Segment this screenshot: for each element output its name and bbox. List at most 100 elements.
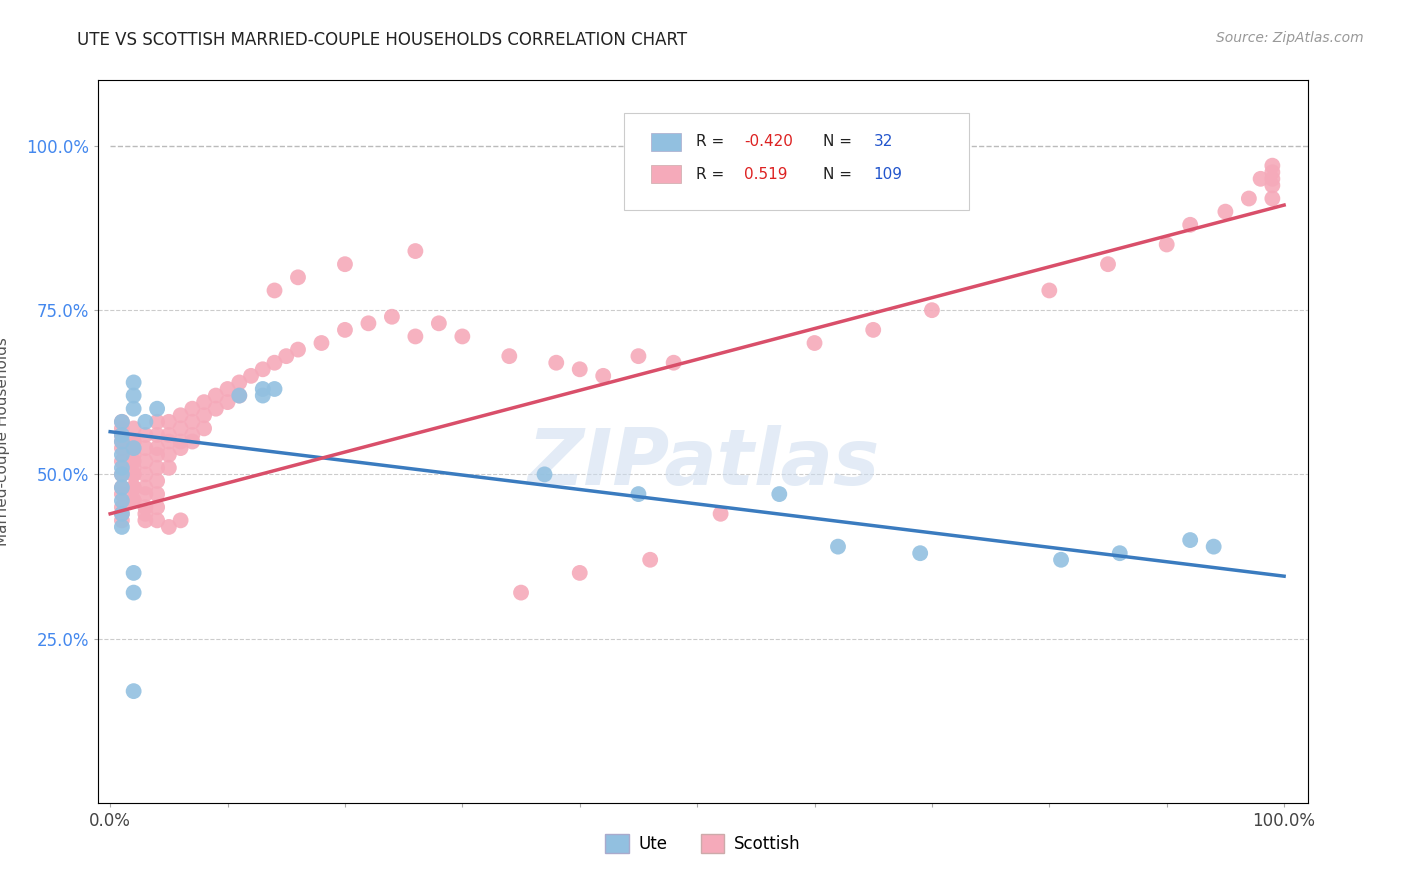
Point [217, 382, 239, 396]
Point [122, 434, 145, 449]
Text: 32: 32 [873, 134, 893, 149]
Point [111, 507, 134, 521]
Point [111, 467, 134, 482]
Point [111, 428, 134, 442]
Text: 0.519: 0.519 [744, 167, 787, 182]
Point [122, 467, 145, 482]
Point [134, 428, 156, 442]
Point [169, 441, 191, 455]
Point [252, 388, 274, 402]
Point [111, 434, 134, 449]
Point [252, 362, 274, 376]
Point [287, 270, 309, 285]
Point [1180, 533, 1202, 547]
Point [921, 303, 943, 318]
Point [146, 474, 169, 488]
Point [134, 454, 156, 468]
Legend: Ute, Scottish: Ute, Scottish [599, 827, 807, 860]
Point [122, 434, 145, 449]
Point [710, 507, 733, 521]
FancyBboxPatch shape [624, 112, 969, 211]
Point [111, 428, 134, 442]
Point [134, 513, 156, 527]
Point [311, 336, 333, 351]
Point [111, 467, 134, 482]
Point [122, 454, 145, 468]
Point [146, 460, 169, 475]
Point [357, 316, 380, 330]
Point [111, 428, 134, 442]
Point [157, 520, 180, 534]
Point [451, 329, 474, 343]
Text: Source: ZipAtlas.com: Source: ZipAtlas.com [1216, 31, 1364, 45]
Point [111, 434, 134, 449]
Point [146, 487, 169, 501]
Point [122, 585, 145, 599]
Point [252, 382, 274, 396]
Point [157, 434, 180, 449]
Point [146, 500, 169, 515]
Point [1156, 237, 1178, 252]
Point [134, 481, 156, 495]
Point [510, 585, 533, 599]
Point [333, 323, 356, 337]
Point [111, 460, 134, 475]
Point [228, 388, 250, 402]
Point [228, 388, 250, 402]
Point [134, 507, 156, 521]
Point [228, 376, 250, 390]
Point [111, 500, 134, 515]
Point [146, 513, 169, 527]
Point [146, 428, 169, 442]
Point [111, 448, 134, 462]
Point [122, 421, 145, 435]
Point [404, 329, 426, 343]
Point [122, 441, 145, 455]
Point [1097, 257, 1119, 271]
Point [122, 467, 145, 482]
Point [122, 493, 145, 508]
Point [146, 415, 169, 429]
Point [908, 546, 931, 560]
Point [546, 356, 568, 370]
Point [134, 500, 156, 515]
Point [134, 415, 156, 429]
Text: UTE VS SCOTTISH MARRIED-COUPLE HOUSEHOLDS CORRELATION CHART: UTE VS SCOTTISH MARRIED-COUPLE HOUSEHOLD… [77, 31, 688, 49]
Point [111, 520, 134, 534]
Point [111, 415, 134, 429]
Point [638, 553, 661, 567]
Point [1250, 171, 1272, 186]
Point [169, 409, 191, 423]
Point [122, 566, 145, 580]
Point [1215, 204, 1237, 219]
Point [157, 460, 180, 475]
Point [263, 356, 285, 370]
Point [111, 487, 134, 501]
Point [862, 323, 884, 337]
Point [276, 349, 298, 363]
Point [263, 284, 285, 298]
Point [1261, 165, 1284, 179]
Point [662, 356, 685, 370]
Point [193, 395, 215, 409]
Point [287, 343, 309, 357]
Point [627, 349, 650, 363]
Point [111, 493, 134, 508]
Point [122, 481, 145, 495]
Point [122, 388, 145, 402]
Point [568, 566, 591, 580]
Point [181, 428, 204, 442]
Text: R =: R = [696, 134, 728, 149]
Point [122, 493, 145, 508]
Point [146, 401, 169, 416]
Point [427, 316, 450, 330]
Point [1180, 218, 1202, 232]
Text: N =: N = [823, 167, 856, 182]
Point [204, 401, 226, 416]
Point [169, 513, 191, 527]
FancyBboxPatch shape [651, 165, 682, 183]
Point [193, 421, 215, 435]
Point [217, 395, 239, 409]
Point [1108, 546, 1130, 560]
Text: ZIPatlas: ZIPatlas [527, 425, 879, 501]
